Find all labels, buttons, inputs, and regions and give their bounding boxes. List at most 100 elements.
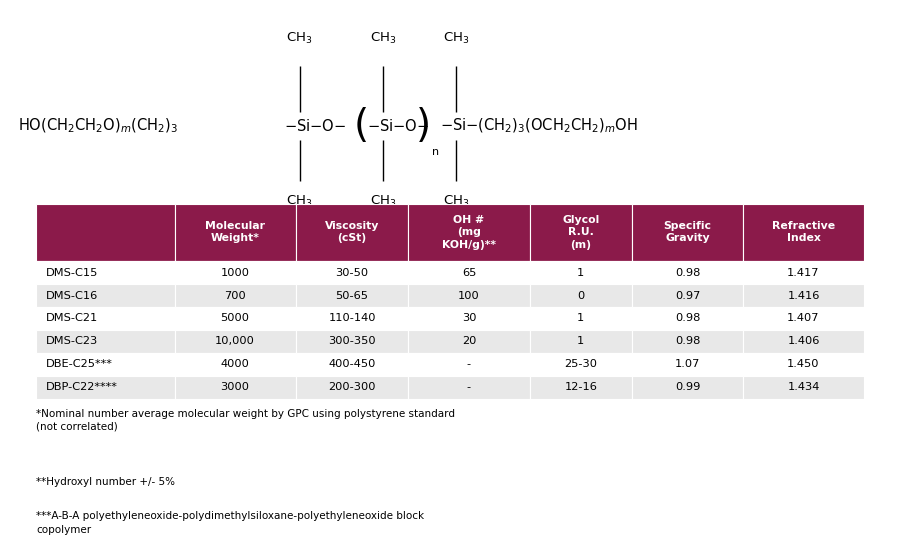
Text: n: n	[432, 147, 439, 157]
Text: $-$Si$-$O$-$: $-$Si$-$O$-$	[284, 118, 346, 134]
FancyBboxPatch shape	[36, 353, 175, 376]
Text: $-$Si$-$(CH$_2$)$_3$(OCH$_2$CH$_2$)$_m$OH: $-$Si$-$(CH$_2$)$_3$(OCH$_2$CH$_2$)$_m$O…	[440, 117, 638, 135]
FancyBboxPatch shape	[175, 204, 295, 261]
Text: Viscosity
(cSt): Viscosity (cSt)	[325, 221, 379, 244]
FancyBboxPatch shape	[295, 261, 409, 284]
Text: 1.450: 1.450	[788, 359, 820, 370]
Text: 25-30: 25-30	[564, 359, 598, 370]
FancyBboxPatch shape	[175, 353, 295, 376]
Text: 1.407: 1.407	[788, 314, 820, 323]
Text: 1: 1	[577, 267, 584, 278]
FancyBboxPatch shape	[175, 307, 295, 330]
FancyBboxPatch shape	[632, 353, 742, 376]
FancyBboxPatch shape	[295, 307, 409, 330]
FancyBboxPatch shape	[409, 261, 529, 284]
Text: 65: 65	[462, 267, 476, 278]
FancyBboxPatch shape	[409, 204, 529, 261]
FancyBboxPatch shape	[36, 307, 175, 330]
FancyBboxPatch shape	[632, 330, 742, 353]
Text: DBP-C22****: DBP-C22****	[46, 382, 118, 392]
FancyBboxPatch shape	[295, 204, 409, 261]
FancyBboxPatch shape	[409, 376, 529, 399]
Text: 20: 20	[462, 337, 476, 346]
Text: 200-300: 200-300	[328, 382, 376, 392]
Text: 1.07: 1.07	[675, 359, 700, 370]
FancyBboxPatch shape	[295, 376, 409, 399]
Text: 0: 0	[577, 290, 584, 300]
FancyBboxPatch shape	[409, 284, 529, 307]
FancyBboxPatch shape	[409, 353, 529, 376]
FancyBboxPatch shape	[529, 284, 632, 307]
Text: CH$_3$: CH$_3$	[286, 31, 313, 46]
FancyBboxPatch shape	[175, 261, 295, 284]
FancyBboxPatch shape	[742, 330, 864, 353]
FancyBboxPatch shape	[36, 284, 175, 307]
FancyBboxPatch shape	[742, 353, 864, 376]
Text: 100: 100	[458, 290, 480, 300]
Text: 1: 1	[577, 314, 584, 323]
Text: ): )	[416, 107, 431, 145]
Text: 0.98: 0.98	[675, 267, 700, 278]
Text: 12-16: 12-16	[564, 382, 598, 392]
FancyBboxPatch shape	[632, 261, 742, 284]
FancyBboxPatch shape	[742, 284, 864, 307]
Text: 400-450: 400-450	[328, 359, 375, 370]
FancyBboxPatch shape	[409, 307, 529, 330]
FancyBboxPatch shape	[36, 204, 175, 261]
FancyBboxPatch shape	[632, 284, 742, 307]
Text: 0.99: 0.99	[675, 382, 700, 392]
FancyBboxPatch shape	[632, 307, 742, 330]
Text: $-$Si$-$O$-$: $-$Si$-$O$-$	[367, 118, 429, 134]
Text: Glycol
R.U.
(m): Glycol R.U. (m)	[562, 215, 599, 250]
Text: 5000: 5000	[220, 314, 249, 323]
Text: **Hydroxyl number +/- 5%: **Hydroxyl number +/- 5%	[36, 477, 175, 487]
FancyBboxPatch shape	[36, 376, 175, 399]
Text: 0.97: 0.97	[675, 290, 700, 300]
Text: 4000: 4000	[220, 359, 249, 370]
Text: CH$_3$: CH$_3$	[370, 194, 397, 209]
FancyBboxPatch shape	[742, 307, 864, 330]
FancyBboxPatch shape	[409, 330, 529, 353]
Text: CH$_3$: CH$_3$	[286, 194, 313, 209]
FancyBboxPatch shape	[36, 261, 175, 284]
FancyBboxPatch shape	[175, 330, 295, 353]
Text: 1.416: 1.416	[788, 290, 820, 300]
Text: CH$_3$: CH$_3$	[443, 31, 470, 46]
Text: DMS-C15: DMS-C15	[46, 267, 98, 278]
Text: Molecular
Weight*: Molecular Weight*	[205, 221, 265, 244]
Text: 1.434: 1.434	[788, 382, 820, 392]
Text: (: (	[354, 107, 369, 145]
FancyBboxPatch shape	[742, 376, 864, 399]
Text: 30-50: 30-50	[336, 267, 369, 278]
Text: -: -	[467, 382, 471, 392]
Text: 3000: 3000	[220, 382, 249, 392]
Text: 1.417: 1.417	[788, 267, 820, 278]
FancyBboxPatch shape	[175, 376, 295, 399]
Text: 110-140: 110-140	[328, 314, 376, 323]
Text: 0.98: 0.98	[675, 337, 700, 346]
FancyBboxPatch shape	[742, 204, 864, 261]
Text: OH #
(mg
KOH/g)**: OH # (mg KOH/g)**	[442, 215, 496, 250]
Text: 30: 30	[462, 314, 476, 323]
Text: DMS-C16: DMS-C16	[46, 290, 98, 300]
Text: DMS-C21: DMS-C21	[46, 314, 98, 323]
FancyBboxPatch shape	[529, 261, 632, 284]
Text: *Nominal number average molecular weight by GPC using polystyrene standard
(not : *Nominal number average molecular weight…	[36, 409, 455, 432]
Text: DMS-C23: DMS-C23	[46, 337, 98, 346]
Text: Specific
Gravity: Specific Gravity	[663, 221, 712, 244]
Text: DBE-C25***: DBE-C25***	[46, 359, 112, 370]
Text: 1000: 1000	[220, 267, 249, 278]
FancyBboxPatch shape	[295, 284, 409, 307]
FancyBboxPatch shape	[295, 353, 409, 376]
FancyBboxPatch shape	[175, 284, 295, 307]
FancyBboxPatch shape	[529, 376, 632, 399]
Text: HO(CH$_2$CH$_2$O)$_m$(CH$_2$)$_3$: HO(CH$_2$CH$_2$O)$_m$(CH$_2$)$_3$	[18, 117, 178, 135]
Text: 700: 700	[224, 290, 246, 300]
FancyBboxPatch shape	[742, 261, 864, 284]
Text: CH$_3$: CH$_3$	[443, 194, 470, 209]
Text: -: -	[467, 359, 471, 370]
FancyBboxPatch shape	[295, 330, 409, 353]
FancyBboxPatch shape	[529, 307, 632, 330]
FancyBboxPatch shape	[632, 376, 742, 399]
Text: 50-65: 50-65	[336, 290, 368, 300]
